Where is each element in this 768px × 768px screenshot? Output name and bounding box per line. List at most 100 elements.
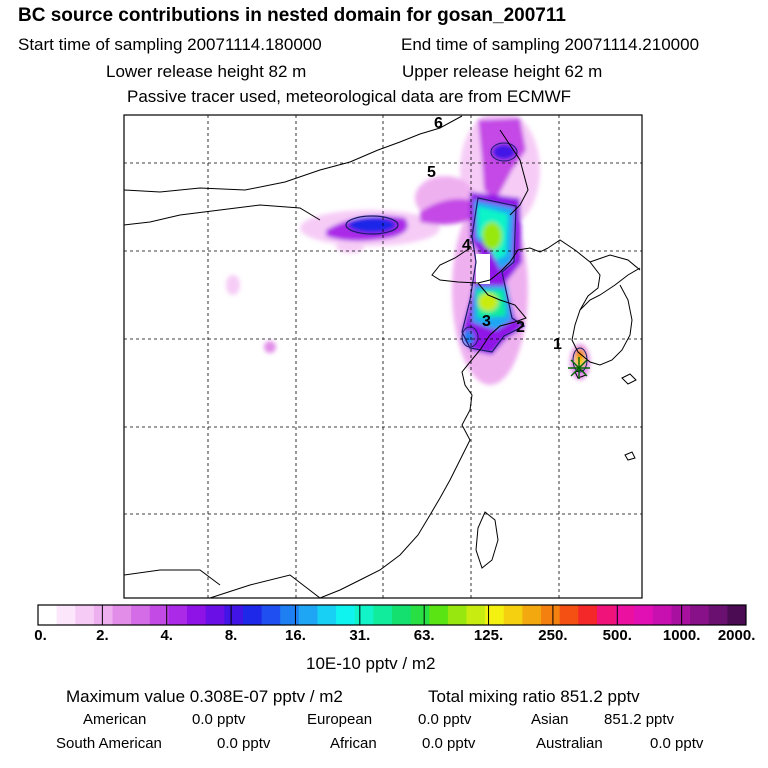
domain-label-1: 1 [553, 336, 562, 353]
asian-label: Asian [531, 711, 569, 728]
plume-speck-3 [336, 241, 364, 253]
colorbar-swatch [373, 605, 393, 625]
american-value: 0.0 pptv [192, 711, 246, 728]
european-value: 0.0 pptv [418, 711, 472, 728]
australian-label: Australian [536, 735, 603, 752]
colorbar-swatch [75, 605, 95, 625]
colorbar-unit: 10E-10 pptv / m2 [306, 654, 436, 673]
colorbar-tick-1: 2. [96, 627, 109, 644]
colorbar-swatch [429, 605, 449, 625]
border-ne [499, 129, 529, 216]
colorbar-swatch [280, 605, 300, 625]
coast-south [209, 574, 321, 598]
map-grid [124, 115, 642, 598]
colorbar-swatch [485, 605, 505, 625]
colorbar-swatch [205, 605, 225, 625]
colorbar-swatch [447, 605, 468, 625]
start-time-label: Start time of sampling 20071114.180000 [18, 35, 322, 54]
colorbar-swatch [149, 605, 169, 625]
colorbar-swatch [559, 605, 579, 625]
summary-maximum: Maximum value 0.308E-07 pptv / m2 [66, 687, 343, 706]
colorbar-swatch [466, 605, 486, 625]
colorbar-swatch [168, 605, 188, 625]
colorbar [37, 604, 747, 626]
coastlines [124, 115, 641, 598]
colorbar-frame [37, 604, 747, 626]
island-1 [621, 373, 637, 385]
plume-lower-yellow [478, 293, 498, 311]
plume-north-core [492, 144, 516, 160]
colorbar-swatch [242, 605, 263, 625]
colorbar-swatch [671, 605, 691, 625]
plume-link [420, 198, 470, 225]
plume-west-contour [345, 215, 399, 235]
colorbar-tick-4: 16. [285, 627, 306, 644]
colorbar-swatch [392, 605, 412, 625]
colorbar-tick-6: 63. [413, 627, 435, 644]
european-label: European [307, 711, 373, 728]
south-american-label: South American [56, 735, 162, 752]
tracer-note: Passive tracer used, meteorological data… [127, 87, 572, 106]
colorbar-swatch [727, 605, 747, 625]
colorbar-swatch [541, 605, 561, 625]
coast-liaodong [547, 239, 601, 311]
australian-value: 0.0 pptv [650, 735, 704, 752]
domain-label-3: 3 [482, 313, 491, 330]
colorbar-swatch [187, 605, 207, 625]
plume-layer [226, 115, 590, 385]
colorbar-swatch [56, 605, 76, 625]
colorbar-swatch [112, 605, 132, 625]
plume-speck-1 [226, 275, 240, 295]
colorbar-swatch [261, 605, 281, 625]
domain-label-6: 6 [434, 115, 443, 132]
border-west [124, 204, 321, 226]
colorbar-tick-10: 1000. [662, 627, 701, 644]
colorbar-swatch [596, 605, 617, 625]
colorbar-swatch [708, 605, 728, 625]
colorbar-swatch [298, 605, 318, 625]
upper-release-label: Upper release height 62 m [402, 62, 603, 81]
plume-gap [476, 254, 490, 284]
receptor-marker [568, 357, 590, 379]
border-mongolia [124, 115, 463, 193]
colorbar-tick-0: 0. [34, 627, 47, 644]
end-time-label: End time of sampling 20071114.210000 [401, 35, 700, 54]
colorbar-swatch [336, 605, 356, 625]
colorbar-swatch [317, 605, 337, 625]
colorbar-swatch [38, 605, 58, 625]
coast-korea [571, 284, 633, 366]
domain-label-4: 4 [462, 237, 471, 254]
colorbar-swatch [224, 605, 244, 625]
chart-title: BC source contributions in nested domain… [18, 5, 566, 26]
coast-bohai [431, 247, 549, 284]
colorbar-swatch [615, 605, 635, 625]
receptor-line-d2 [570, 359, 588, 377]
colorbar-swatch [410, 605, 430, 625]
plot-frame [123, 114, 643, 599]
lower-release-label: Lower release height 82 m [106, 62, 307, 81]
summary-total: Total mixing ratio 851.2 pptv [428, 687, 640, 706]
colorbar-swatch [652, 605, 672, 625]
african-value: 0.0 pptv [422, 735, 476, 752]
domain-label-2: 2 [516, 319, 525, 336]
plume-bottom-contour [461, 326, 479, 348]
colorbar-swatch [354, 605, 374, 625]
plume-main-contour [461, 197, 526, 353]
colorbar-tick-7: 125. [473, 627, 504, 644]
colorbar-swatch [131, 605, 151, 625]
colorbar-tick-11: 2000. [717, 627, 756, 644]
coast-china-east [319, 282, 527, 598]
colorbar-swatch [690, 605, 710, 625]
domain-label-5: 5 [427, 164, 436, 181]
african-label: African [330, 735, 377, 752]
colorbar-swatch [634, 605, 654, 625]
colorbar-tick-3: 8. [224, 627, 238, 644]
plume-north-contour [490, 142, 518, 162]
plume-speck-2 [264, 341, 276, 353]
american-label: American [83, 711, 147, 728]
border-korea [589, 254, 641, 271]
colorbar-tick-8: 250. [538, 627, 568, 644]
colorbar-swatch [578, 605, 598, 625]
coast-korea-north [579, 267, 641, 311]
